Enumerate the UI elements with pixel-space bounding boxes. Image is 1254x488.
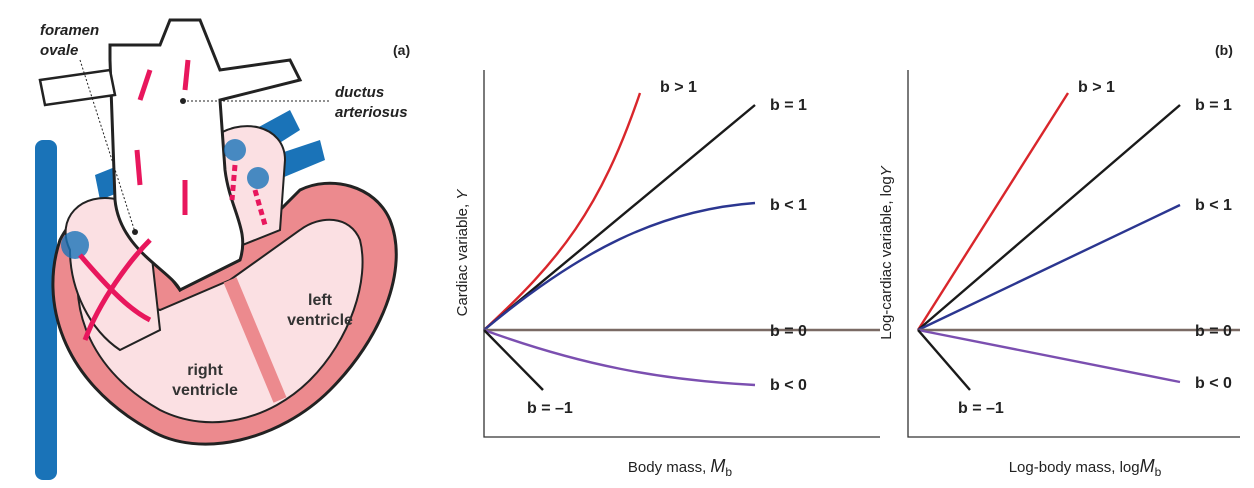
x-axis-label: Log-body mass, logMb — [1009, 456, 1162, 479]
annotation: ventricle — [287, 312, 353, 329]
curve-label: b = 1 — [1195, 97, 1232, 114]
vena-cava — [35, 140, 57, 480]
annotation: foramen — [40, 22, 99, 39]
label-text: Cardiac variable, — [454, 200, 471, 317]
annotation: ductus — [335, 84, 384, 101]
pulmonary-artery-branch — [40, 70, 115, 105]
label-sub: b — [1155, 465, 1162, 479]
curve-label: b = 1 — [770, 97, 807, 114]
curve-label: b > 1 — [660, 79, 697, 96]
heart-diagram: foramen ovale ductus arteriosus left ven… — [35, 20, 410, 480]
curve — [484, 105, 755, 330]
valve — [61, 231, 89, 259]
label-var: Y — [878, 165, 895, 176]
annotation: arteriosus — [335, 104, 408, 121]
valve — [224, 139, 246, 161]
label-sub: b — [725, 465, 732, 479]
axes — [484, 70, 880, 437]
curve-label: b = –1 — [527, 400, 573, 417]
label-var: M — [710, 456, 725, 476]
curve-label: b < 0 — [770, 377, 807, 394]
curve — [484, 203, 755, 330]
valve — [247, 167, 269, 189]
curve-label: b = –1 — [958, 400, 1004, 417]
curve-label: b < 1 — [770, 197, 807, 214]
x-axis-label: Body mass, Mb — [628, 456, 733, 479]
figure: foramen ovale ductus arteriosus left ven… — [0, 0, 1254, 483]
curve-label: b = 0 — [770, 323, 807, 340]
curve-label: b > 1 — [1078, 79, 1115, 96]
annotation: ventricle — [172, 382, 238, 399]
panel-b: b > 1 b = 1 b < 1 b = 0 b < 0 b = –1 Car… — [454, 70, 880, 479]
annotation: ovale — [40, 42, 78, 59]
annotation: right — [187, 362, 223, 379]
curve — [918, 105, 1180, 330]
curve — [484, 330, 755, 385]
curve-label: b < 1 — [1195, 197, 1232, 214]
label-var: M — [1140, 456, 1155, 476]
panel-label: (a) — [393, 42, 410, 58]
panel-label: (b) — [1215, 42, 1233, 58]
curve — [484, 93, 640, 330]
axes — [908, 70, 1240, 437]
curve — [484, 330, 543, 390]
label-text: Log-cardiac variable, log — [878, 176, 895, 339]
curve-label: b < 0 — [1195, 375, 1232, 392]
panel-c: b > 1 b = 1 b < 1 b = 0 b < 0 b = –1 Log… — [878, 42, 1240, 479]
label-var: Y — [454, 189, 471, 200]
y-axis-label: Cardiac variable, Y — [454, 189, 471, 317]
label-text: Log-body mass, log — [1009, 459, 1140, 476]
curve-label: b = 0 — [1195, 323, 1232, 340]
label-text: Body mass, — [628, 459, 711, 476]
annotation: left — [308, 292, 333, 309]
y-axis-label: Log-cardiac variable, logY — [878, 165, 895, 339]
